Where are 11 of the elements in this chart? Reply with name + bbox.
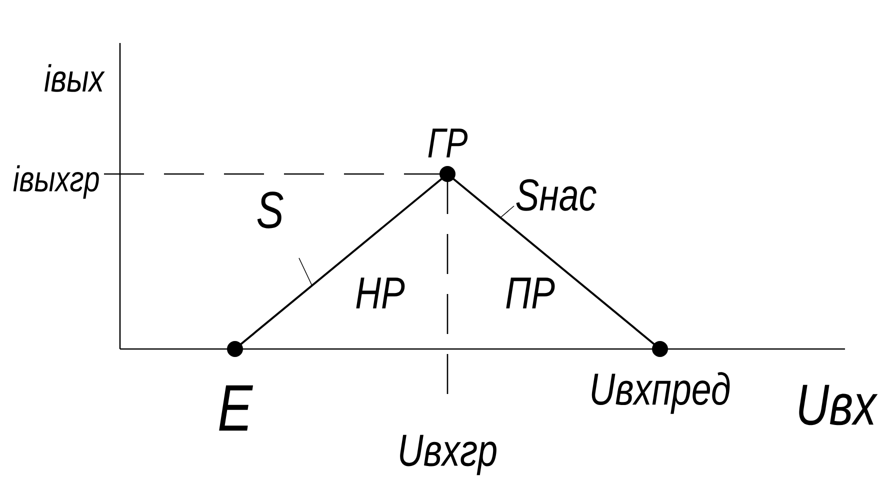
- x-axis-title: Uвх: [799, 384, 878, 426]
- x-tick-label: Uвхгр: [400, 434, 496, 476]
- y-axis-title: iвых: [44, 64, 105, 92]
- annotation: Sнас: [516, 179, 596, 211]
- annotation: ПР: [506, 278, 555, 308]
- annotation: НР: [356, 278, 405, 308]
- x-tick-label: E: [219, 385, 254, 431]
- x-tick-label: Uвхпред: [592, 372, 730, 414]
- annotation: S: [257, 192, 284, 228]
- annotation: ГР: [428, 128, 468, 158]
- ref-line-label: iвыхгр: [13, 165, 99, 199]
